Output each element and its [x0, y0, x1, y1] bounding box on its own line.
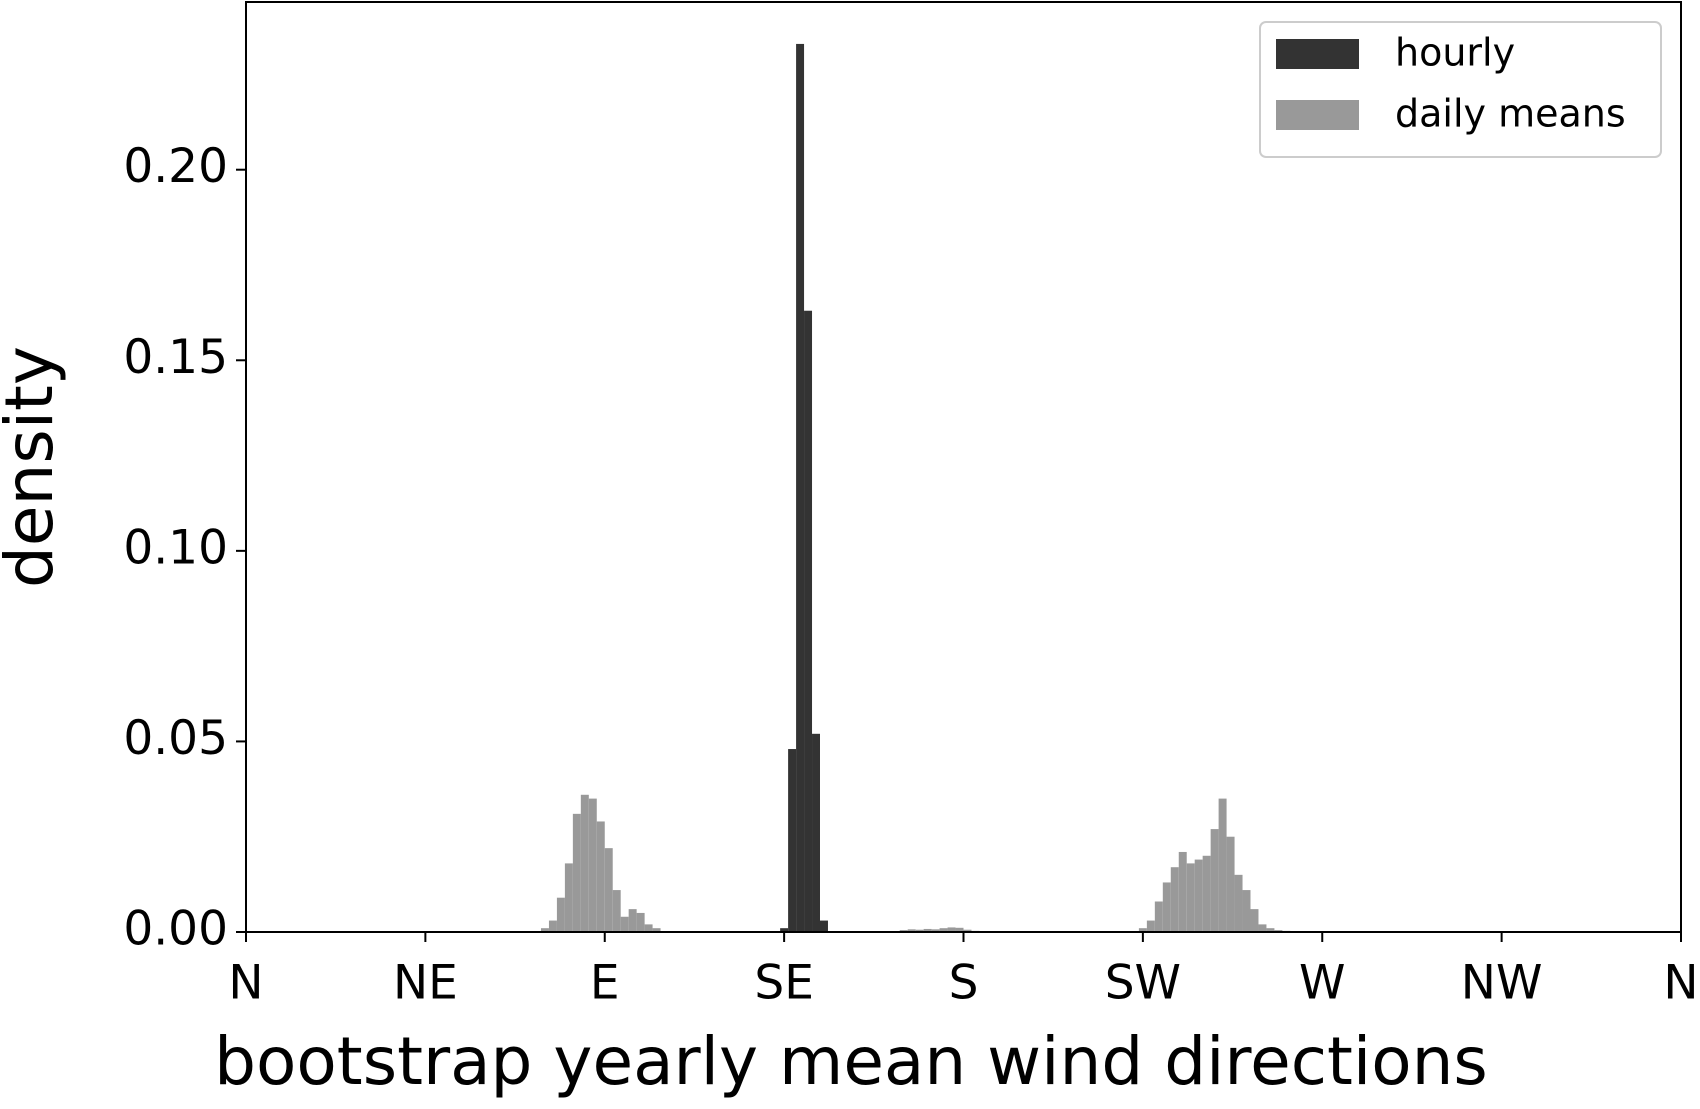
legend-label: hourly: [1395, 31, 1515, 75]
y-tick-label: 0.10: [123, 520, 228, 575]
histogram-bar: [796, 43, 805, 933]
histogram-bar: [1210, 829, 1219, 932]
legend-swatch: [1276, 100, 1359, 130]
histogram-bar: [1146, 920, 1155, 932]
histogram-bar: [1266, 928, 1275, 932]
histogram-bar: [915, 929, 924, 932]
histogram-bar: [588, 798, 597, 932]
histogram-bar: [1218, 798, 1227, 932]
y-tick-label: 0.15: [123, 330, 228, 385]
y-axis-label: density: [0, 346, 68, 588]
histogram-bar: [1194, 859, 1203, 932]
histogram-bar: [1186, 863, 1195, 932]
histogram-bar: [580, 794, 589, 932]
histogram-bar: [939, 928, 948, 932]
histogram-bar: [955, 927, 964, 932]
x-tick-label: S: [949, 956, 979, 1011]
histogram-bar: [1170, 867, 1179, 932]
x-tick-label: W: [1299, 956, 1345, 1011]
x-tick-label: SE: [754, 956, 814, 1011]
histogram-bar: [1154, 901, 1163, 932]
histogram-bar: [540, 928, 549, 932]
histogram-bar: [780, 928, 789, 932]
histogram-bar: [1242, 890, 1251, 932]
x-tick-label: N: [1663, 956, 1698, 1011]
legend-swatch: [1276, 39, 1359, 69]
histogram-bar: [628, 909, 637, 932]
histogram-bar: [804, 310, 813, 933]
histogram-bar: [788, 749, 797, 932]
histogram-bar: [812, 733, 820, 932]
histogram-bar: [652, 928, 661, 932]
histogram-bar: [1202, 855, 1211, 932]
histogram-bar: [572, 813, 581, 932]
histogram-bar: [556, 897, 565, 932]
x-tick-label: NE: [393, 956, 458, 1011]
histogram-bar: [923, 928, 932, 932]
histogram-bar: [947, 927, 956, 932]
histogram-bar: [931, 929, 940, 932]
legend-box: [1259, 21, 1662, 158]
histogram-bar: [963, 929, 972, 932]
x-tick-label: SW: [1105, 956, 1181, 1011]
histogram-bar: [1234, 874, 1243, 932]
x-tick-label: N: [228, 956, 263, 1011]
y-tick-label: 0.05: [123, 711, 228, 766]
histogram-bar: [1250, 909, 1259, 932]
histogram-bar: [564, 863, 573, 932]
histogram-bar: [596, 821, 605, 932]
histogram-bar: [636, 912, 645, 932]
histogram-bar: [1138, 928, 1147, 932]
x-tick-label: NW: [1461, 956, 1543, 1011]
x-tick-label: E: [590, 956, 620, 1011]
histogram-bar: [604, 848, 613, 932]
legend-label: daily means: [1395, 92, 1626, 136]
histogram-bar: [907, 929, 916, 932]
histogram-bar: [1178, 851, 1187, 932]
histogram-bar: [620, 916, 629, 932]
histogram-bar: [548, 920, 557, 932]
histogram-bar: [1258, 924, 1267, 932]
x-axis-label: bootstrap yearly mean wind directions: [214, 1023, 1488, 1100]
y-tick-label: 0.00: [123, 902, 228, 957]
histogram-bar: [820, 920, 828, 932]
y-tick-label: 0.20: [123, 139, 228, 194]
histogram-bar: [1226, 836, 1235, 932]
histogram-bar: [612, 890, 621, 932]
histogram-bar: [644, 924, 653, 932]
histogram-bar: [1162, 882, 1171, 932]
